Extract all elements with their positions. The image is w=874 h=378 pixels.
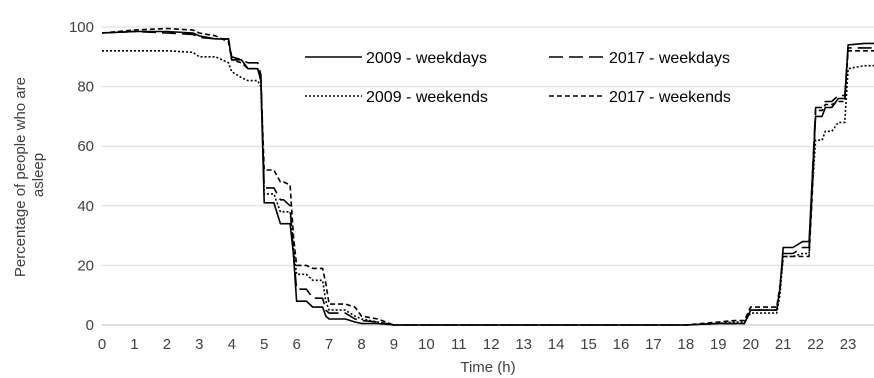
x-tick-label: 18 — [678, 336, 695, 353]
x-axis-title: Time (h) — [460, 359, 515, 376]
x-tick-label: 15 — [580, 336, 597, 353]
x-tick-label: 9 — [390, 336, 398, 353]
y-tick-label: 60 — [77, 138, 94, 155]
legend: 2009 - weekdays 2017 - weekdays 2009 - wee… — [305, 50, 731, 106]
x-tick-label: 23 — [840, 336, 857, 353]
x-tick-label: 7 — [325, 336, 333, 353]
x-tick-label: 11 — [451, 336, 467, 353]
y-tick-label: 0 — [86, 317, 94, 334]
y-axis-title-line-2: asleep — [30, 153, 47, 197]
x-tick-label: 4 — [228, 336, 236, 353]
series-line-2009-weekdays — [101, 30, 874, 326]
series-lines — [101, 27, 874, 326]
x-tick-label: 22 — [807, 336, 824, 353]
x-tick-label: 10 — [418, 336, 435, 353]
x-tick-label: 16 — [613, 336, 630, 353]
x-tick-label: 1 — [130, 336, 138, 353]
x-tick-label: 19 — [710, 336, 727, 353]
legend-label: 2009 - weekdays — [366, 50, 487, 67]
x-tick-label: 3 — [195, 336, 203, 353]
series-line-2017-weekends — [101, 27, 874, 326]
x-tick-label: 8 — [357, 336, 365, 353]
legend-label: 2017 - weekends — [609, 89, 731, 106]
legend-label: 2017 - weekdays — [609, 50, 730, 67]
series-line-2017-weekdays — [101, 30, 874, 326]
x-tick-label: 17 — [645, 336, 662, 353]
x-tick-label: 0 — [98, 336, 106, 353]
y-tick-label: 100 — [69, 19, 94, 36]
series-line-2009-weekends — [102, 49, 874, 326]
x-tick-label: 2 — [163, 336, 171, 353]
x-tick-label: 13 — [515, 336, 532, 353]
x-tick-label: 5 — [260, 336, 268, 353]
x-tick-label: 21 — [775, 336, 792, 353]
y-axis-title-line-1: Percentage of people who are — [12, 77, 29, 277]
x-tick-label: 6 — [292, 336, 300, 353]
y-axis-title: Percentage of people who are asleep — [12, 73, 47, 277]
y-tick-label: 40 — [77, 198, 94, 215]
x-tick-label: 20 — [742, 336, 759, 353]
y-tick-label: 20 — [77, 257, 94, 274]
legend-label: 2009 - weekends — [366, 89, 488, 106]
x-tick-label: 14 — [548, 336, 565, 353]
y-tick-label: 80 — [77, 79, 94, 96]
gridlines — [102, 26, 874, 266]
x-tick-label: 12 — [483, 336, 500, 353]
